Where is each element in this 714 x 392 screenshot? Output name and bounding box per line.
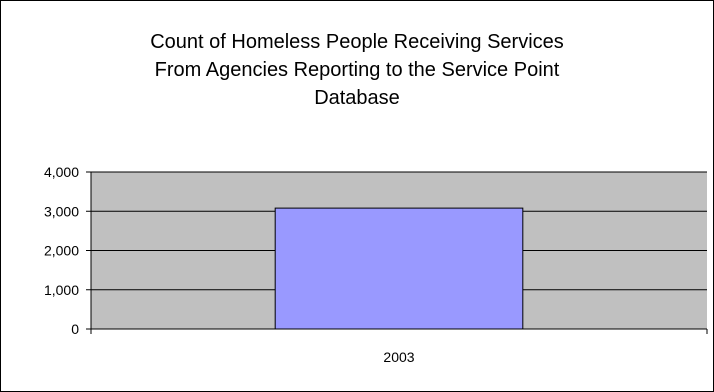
x-tick-label-0: 2003 (383, 349, 414, 365)
chart-title-line-1: Count of Homeless People Receiving Servi… (150, 31, 564, 53)
y-tick-label-1: 1,000 (44, 282, 79, 298)
y-tick-label-3: 3,000 (44, 203, 79, 219)
chart-title-line-3: Database (314, 87, 400, 109)
y-tick-label-4: 4,000 (44, 164, 79, 180)
chart-title: Count of Homeless People Receiving Servi… (1, 28, 713, 112)
y-tick-label-2: 2,000 (44, 243, 79, 259)
bar-2003 (274, 207, 524, 330)
chart-title-line-2: From Agencies Reporting to the Service P… (154, 59, 560, 81)
y-tick-label-0: 0 (71, 321, 79, 337)
